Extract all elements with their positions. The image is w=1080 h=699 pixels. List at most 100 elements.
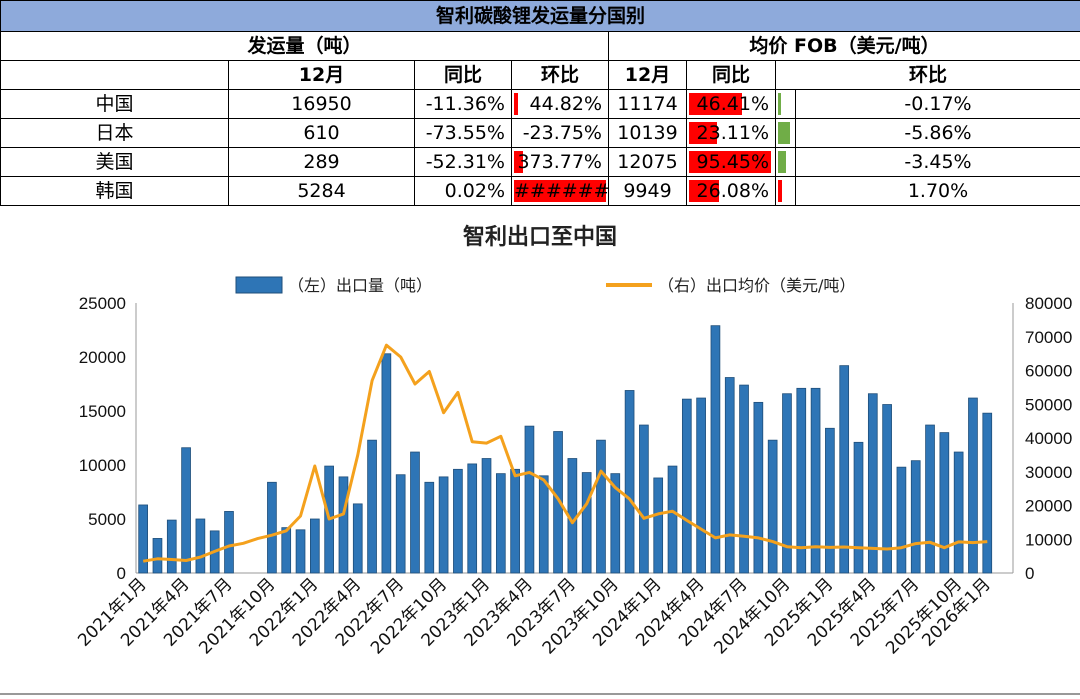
price-mom-cell: -0.17% (794, 89, 1080, 119)
volume-bar (152, 538, 163, 574)
country-cell-value: 美国 (95, 150, 134, 173)
volume-bar (538, 475, 549, 574)
volume-bar (667, 465, 678, 574)
country-cell-value: 中国 (95, 92, 134, 115)
price-mom-bar-cell (775, 147, 796, 177)
volume-bar (853, 441, 864, 574)
price-cell: 12075 (608, 147, 687, 177)
price-yoy-cell-value: 95.45% (696, 150, 769, 173)
price-mom-bar-cell (775, 118, 796, 148)
left-axis-tick-label: 25000 (79, 294, 126, 313)
country-cell: 日本 (0, 118, 229, 148)
volume-bar (782, 393, 792, 574)
table-row: 美国 289 -52.31% 373.77% 12075 95.45% -3.45% (0, 147, 1080, 177)
volume-bar (982, 412, 993, 574)
price-cell-value: 10139 (617, 121, 678, 144)
volume-bar (896, 466, 907, 574)
data-bar (689, 93, 742, 115)
volume-bar (424, 481, 435, 574)
volume-bar (610, 473, 621, 574)
country-cell: 中国 (0, 89, 229, 119)
left-axis-tick-label: 5000 (88, 510, 126, 529)
right-axis-tick-label: 80000 (1025, 294, 1072, 313)
volume-bar (367, 439, 377, 574)
price-mom-cell-value: -3.45% (904, 150, 972, 173)
volume-yoy-cell: -73.55% (414, 118, 512, 148)
volume-bar (624, 390, 635, 574)
volume-bar (968, 397, 978, 574)
left-axis-tick-label: 0 (117, 564, 126, 583)
data-bar (778, 122, 790, 144)
volume-bar (882, 404, 892, 574)
price-cell: 10139 (608, 118, 687, 148)
volume-bar (381, 353, 392, 574)
country-cell-value: 日本 (95, 121, 134, 144)
price-yoy-cell-value: 23.11% (696, 121, 769, 144)
volume-mom-cell: 373.77% (511, 147, 609, 177)
volume-bar (724, 377, 735, 574)
volume-bar (166, 519, 177, 574)
volume-group-header: 发运量（吨） (0, 31, 609, 61)
price-mom-bar-cell (775, 176, 796, 206)
volume-bar (224, 511, 234, 574)
volume-bar (281, 527, 292, 574)
data-bar (778, 93, 781, 115)
right-axis-tick-label: 60000 (1025, 362, 1072, 381)
volume-bar (696, 397, 706, 574)
volume-bar (524, 425, 535, 574)
price-group-header: 均价 FOB（美元/吨） (607, 31, 1080, 61)
volume-mom-cell: 44.82% (511, 89, 609, 119)
volume-cell-value: 5284 (297, 179, 346, 202)
legend-bar-swatch (235, 276, 283, 294)
volume-bar (767, 439, 778, 574)
price-mom-bar-cell (775, 89, 796, 119)
price-mom-cell: 1.70% (794, 176, 1080, 206)
table-row: 韩国 5284 0.02% ###### 9949 26.08% 1.70% (0, 176, 1080, 206)
col-header-price-month: 12月 (608, 60, 687, 90)
volume-bar (195, 518, 206, 574)
price-yoy-cell: 26.08% (686, 176, 776, 206)
data-bar (514, 180, 606, 202)
price-yoy-cell-value: 46.41% (696, 92, 769, 115)
volume-bar (581, 472, 592, 574)
country-cell-value: 韩国 (95, 179, 134, 202)
country-cell: 美国 (0, 147, 229, 177)
right-axis-tick-label: 20000 (1025, 497, 1072, 516)
country-cell: 韩国 (0, 176, 229, 206)
left-axis-tick-label: 10000 (79, 456, 126, 475)
volume-bar (410, 451, 420, 574)
volume-yoy-cell-value: -11.36% (425, 92, 505, 115)
data-bar (689, 151, 771, 173)
col-header-price-yoy: 同比 (686, 60, 776, 90)
volume-bar (267, 481, 277, 574)
right-axis-tick-label: 70000 (1025, 328, 1072, 347)
volume-mom-cell-value: -23.75% (522, 121, 602, 144)
volume-yoy-cell: 0.02% (414, 176, 512, 206)
price-mom-cell-value: -0.17% (904, 92, 972, 115)
volume-bar (295, 529, 306, 574)
volume-bar (953, 451, 964, 574)
volume-yoy-cell-value: -73.55% (425, 121, 505, 144)
right-axis-tick-label: 10000 (1025, 530, 1072, 549)
volume-cell: 5284 (228, 176, 415, 206)
volume-cell-value: 16950 (291, 92, 352, 115)
left-axis-tick-label: 20000 (79, 348, 126, 367)
price-cell-value: 11174 (617, 92, 678, 115)
data-bar (689, 122, 717, 144)
volume-bar (839, 365, 850, 574)
volume-bar (925, 424, 935, 574)
table-row: 中国 16950 -11.36% 44.82% 11174 46.41% -0.17% (0, 89, 1080, 119)
volume-bar (510, 468, 520, 574)
data-bar (514, 151, 523, 173)
volume-bar (481, 458, 492, 574)
volume-cell-value: 289 (303, 150, 340, 173)
volume-mom-cell: -23.75% (511, 118, 609, 148)
volume-bar (825, 427, 835, 574)
price-yoy-cell: 23.11% (686, 118, 776, 148)
country-header-blank (0, 60, 229, 90)
data-bar (689, 180, 719, 202)
volume-bar (753, 401, 764, 574)
volume-bar (338, 476, 349, 574)
volume-bar (867, 393, 878, 574)
volume-bar (939, 432, 950, 574)
